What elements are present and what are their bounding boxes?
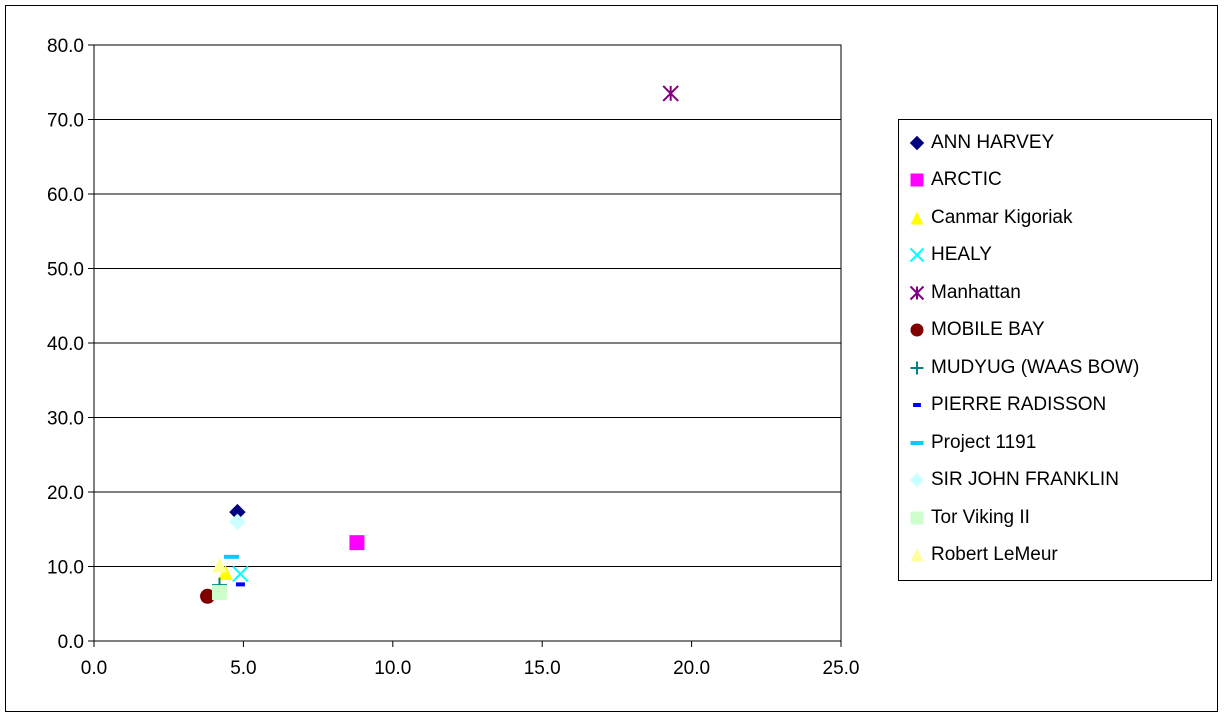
x-tick-label: 5.0 — [230, 658, 256, 679]
legend-marker-icon — [909, 285, 925, 300]
y-tick-label: 40.0 — [47, 334, 84, 355]
tick-labels: 0.0 10.0 20.0 30.0 40.0 50.0 60.0 70.0 80.0 0.0 5.… — [47, 36, 859, 679]
legend-label: PIERRE RADISSON — [931, 394, 1107, 416]
legend-label: ANN HARVEY — [931, 131, 1055, 153]
legend-marker-icon — [909, 135, 925, 150]
x-tick-label: 0.0 — [81, 658, 107, 679]
legend: ANN HARVEY ARCTIC Canmar Kigoriak HEALY Manh… — [898, 119, 1212, 581]
scatter-chart: 0.0 10.0 20.0 30.0 40.0 50.0 60.0 70.0 80.0 0.0 5.… — [47, 36, 859, 679]
legend-marker-icon — [909, 473, 925, 488]
data-point-mobile-bay — [200, 588, 216, 604]
legend-marker-icon — [910, 211, 924, 225]
legend-marker-icon — [910, 440, 924, 445]
legend-item: Manhattan — [899, 274, 1211, 312]
x-tick-label: 20.0 — [673, 658, 710, 679]
y-tick-label: 20.0 — [47, 483, 84, 504]
legend-marker-icon — [910, 173, 924, 187]
data-points — [200, 85, 679, 604]
legend-marker-icon — [910, 361, 924, 375]
data-point-healy — [232, 565, 249, 583]
legend-label: ARCTIC — [931, 169, 1002, 191]
y-tick-label: 80.0 — [47, 36, 84, 57]
legend-marker-icon — [909, 248, 925, 263]
legend-item: MUDYUG (WAAS BOW) — [899, 349, 1211, 387]
data-point-arctic — [349, 535, 365, 551]
axes — [88, 44, 842, 647]
legend-item: HEALY — [899, 237, 1211, 275]
x-tick-label: 15.0 — [524, 658, 561, 679]
legend-item: Project 1191 — [899, 424, 1211, 462]
legend-item: Robert LeMeur — [899, 537, 1211, 575]
x-tick-label: 10.0 — [374, 658, 411, 679]
legend-label: HEALY — [931, 244, 992, 266]
y-tick-label: 30.0 — [47, 409, 84, 430]
x-tick-label: 25.0 — [823, 658, 860, 679]
plot-area-border — [93, 44, 842, 642]
legend-label: Project 1191 — [931, 431, 1037, 453]
gridlines — [94, 44, 841, 567]
legend-label: MOBILE BAY — [931, 319, 1045, 341]
legend-label: Canmar Kigoriak — [931, 206, 1073, 228]
data-point-robert-lemeur — [211, 557, 227, 573]
legend-item: MOBILE BAY — [899, 312, 1211, 350]
data-point-sir-john-franklin — [229, 513, 246, 531]
legend-label: MUDYUG (WAAS BOW) — [931, 356, 1140, 378]
legend-item: Canmar Kigoriak — [899, 199, 1211, 237]
legend-marker-icon — [910, 548, 924, 562]
legend-label: Tor Viking II — [931, 506, 1030, 528]
legend-item: ANN HARVEY — [899, 124, 1211, 162]
legend-marker-icon — [910, 511, 924, 525]
data-point-pierre-radisson — [235, 582, 245, 587]
legend-item: ARCTIC — [899, 162, 1211, 200]
data-point-manhattan — [662, 85, 679, 102]
legend-marker-icon — [913, 403, 921, 408]
legend-label: SIR JOHN FRANKLIN — [931, 469, 1119, 491]
y-tick-label: 70.0 — [47, 111, 84, 132]
legend-item: PIERRE RADISSON — [899, 387, 1211, 425]
chart-area: 0.0 10.0 20.0 30.0 40.0 50.0 60.0 70.0 80.0 0.0 5.… — [5, 5, 1218, 712]
data-point-tor-viking-ii — [211, 585, 227, 601]
y-tick-label: 50.0 — [47, 260, 84, 281]
y-tick-label: 10.0 — [47, 558, 84, 579]
legend-marker-icon — [910, 323, 924, 337]
data-point-project-1191 — [223, 554, 239, 559]
legend-item: Tor Viking II — [899, 499, 1211, 537]
y-tick-label: 60.0 — [47, 185, 84, 206]
legend-item: SIR JOHN FRANKLIN — [899, 462, 1211, 500]
legend-label: Manhattan — [931, 281, 1021, 303]
y-tick-label: 0.0 — [58, 632, 84, 653]
legend-label: Robert LeMeur — [931, 544, 1058, 566]
